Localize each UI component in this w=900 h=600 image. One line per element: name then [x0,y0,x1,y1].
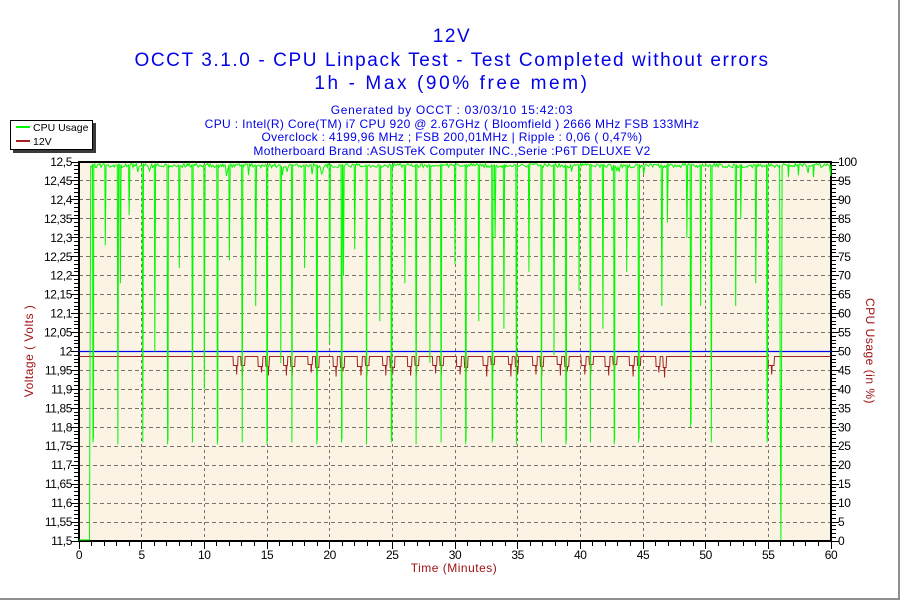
svg-text:85: 85 [838,212,851,226]
svg-text:40: 40 [838,382,851,396]
svg-text:11,8: 11,8 [51,420,73,434]
svg-text:Voltage ( Volts ): Voltage ( Volts ) [22,305,36,398]
svg-text:15: 15 [261,548,274,562]
svg-text:55: 55 [762,548,775,562]
svg-text:CPU Usage (in %): CPU Usage (in %) [863,298,877,404]
svg-text:15: 15 [838,477,851,491]
svg-text:11,9: 11,9 [51,382,73,396]
svg-text:11,6: 11,6 [51,496,73,510]
svg-text:10: 10 [838,496,851,510]
svg-text:35: 35 [511,548,524,562]
svg-text:0: 0 [838,534,845,548]
svg-text:50: 50 [838,345,851,359]
svg-text:100: 100 [838,155,858,169]
svg-text:80: 80 [838,231,851,245]
svg-text:30: 30 [449,548,462,562]
svg-text:11,65: 11,65 [45,477,73,491]
svg-text:90: 90 [838,193,851,207]
svg-text:12,3: 12,3 [50,231,72,245]
svg-text:12,15: 12,15 [44,288,73,302]
svg-text:20: 20 [323,548,336,562]
svg-text:70: 70 [838,269,851,283]
svg-text:12,25: 12,25 [44,250,73,264]
svg-text:12,4: 12,4 [50,193,72,207]
svg-text:11,95: 11,95 [45,364,73,378]
svg-text:35: 35 [838,401,851,415]
svg-text:55: 55 [838,326,851,340]
svg-text:12: 12 [59,345,72,359]
svg-text:50: 50 [699,548,712,562]
svg-text:75: 75 [838,250,851,264]
svg-text:12,45: 12,45 [44,174,73,188]
svg-text:5: 5 [139,548,146,562]
svg-text:60: 60 [825,548,838,562]
svg-text:11,55: 11,55 [45,515,73,529]
svg-text:95: 95 [838,174,851,188]
svg-text:11,7: 11,7 [51,458,73,472]
svg-text:11,85: 11,85 [45,401,73,415]
svg-text:12,1: 12,1 [50,307,72,321]
svg-text:12,05: 12,05 [44,326,73,340]
svg-text:60: 60 [838,307,851,321]
svg-text:12,5: 12,5 [50,155,72,169]
svg-text:20: 20 [838,458,851,472]
svg-text:65: 65 [838,288,851,302]
svg-text:11,75: 11,75 [45,439,73,453]
svg-text:12,2: 12,2 [50,269,72,283]
svg-text:25: 25 [386,548,399,562]
svg-text:5: 5 [838,515,845,529]
svg-text:0: 0 [76,548,83,562]
svg-text:12,35: 12,35 [44,212,73,226]
svg-text:30: 30 [838,420,851,434]
svg-text:Time (Minutes): Time (Minutes) [411,561,498,575]
svg-text:40: 40 [574,548,587,562]
svg-text:45: 45 [637,548,650,562]
svg-text:25: 25 [838,439,851,453]
svg-text:45: 45 [838,363,851,377]
svg-text:10: 10 [198,548,211,562]
svg-text:11,5: 11,5 [51,534,73,548]
